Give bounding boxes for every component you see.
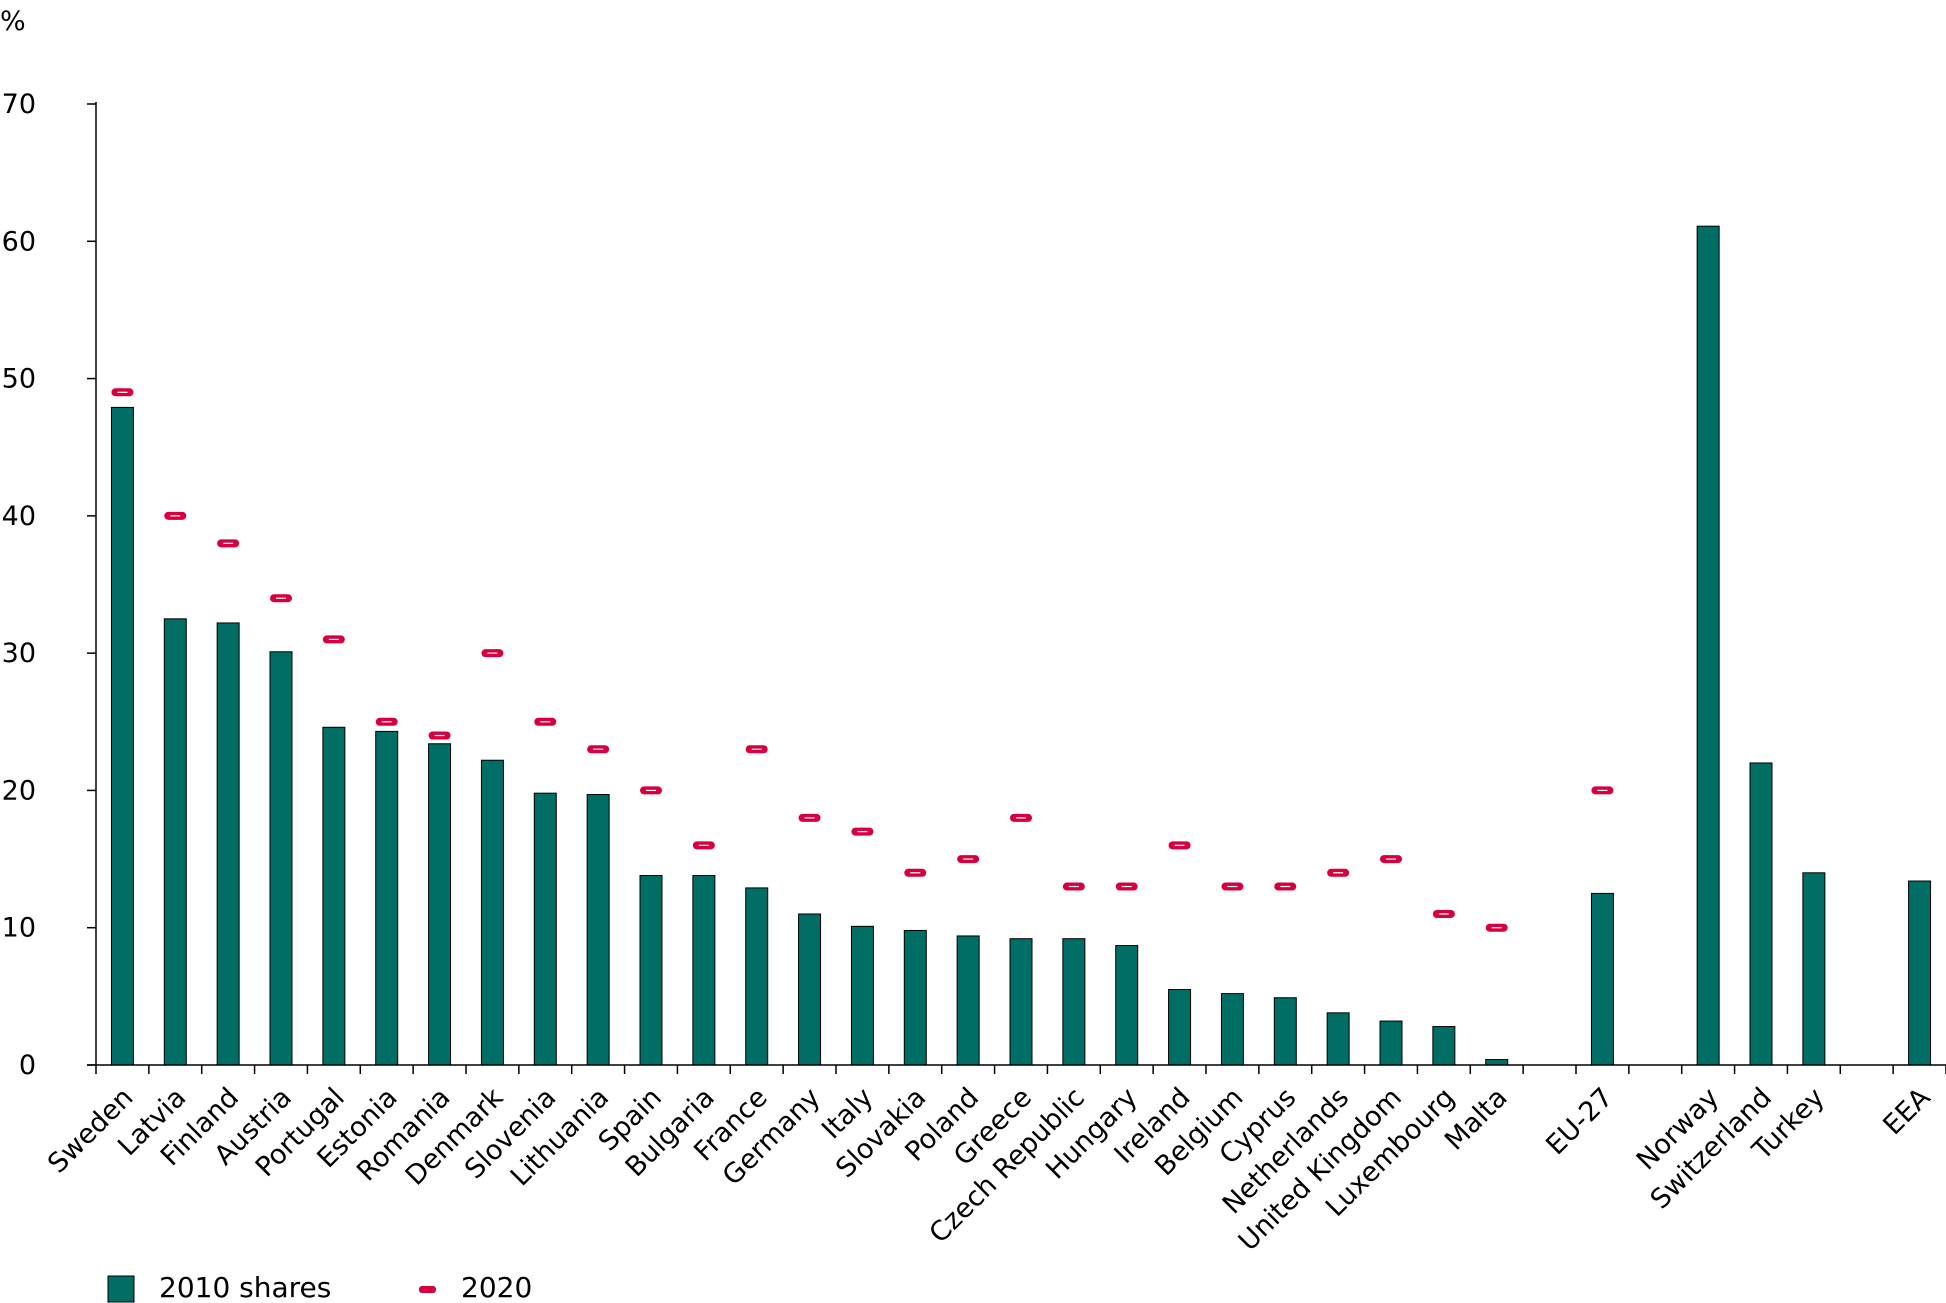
y-tick-label: 50	[2, 364, 36, 395]
y-tick-label: 70	[2, 89, 36, 120]
bar	[1802, 872, 1826, 1066]
bar	[480, 759, 504, 1066]
axes	[87, 102, 1946, 1074]
bar	[903, 929, 927, 1066]
legend: 2010 shares 2020	[107, 1271, 532, 1303]
category-label: EU-27	[1540, 1082, 1619, 1161]
bar	[269, 651, 293, 1066]
y-unit-label: %	[0, 6, 26, 37]
legend-label-bars: 2010 shares	[159, 1271, 331, 1303]
y-tick-label: 40	[2, 501, 36, 532]
bar	[850, 925, 874, 1066]
bar	[1379, 1020, 1403, 1066]
bar-series	[110, 225, 1932, 1066]
bar	[1062, 938, 1086, 1066]
bar	[1696, 225, 1720, 1066]
bar	[586, 794, 610, 1066]
category-label: Malta	[1439, 1082, 1514, 1157]
y-tick-label: 0	[19, 1050, 36, 1081]
y-tick-label: 60	[2, 226, 36, 257]
bar	[375, 730, 399, 1066]
bar	[956, 935, 980, 1066]
legend-swatch-marker	[419, 1286, 436, 1293]
bar	[163, 618, 187, 1066]
bar	[639, 875, 663, 1066]
bar	[1749, 762, 1773, 1066]
bar	[216, 622, 240, 1066]
category-labels: SwedenLatviaFinlandAustriaPortugalEstoni…	[42, 1082, 1937, 1258]
bar	[322, 726, 346, 1066]
bar	[798, 913, 822, 1066]
bar	[1220, 993, 1244, 1066]
bar	[1908, 880, 1932, 1066]
y-axis: 0 10 20 30 40 50 60 70	[2, 89, 96, 1081]
y-tick-label: 30	[2, 638, 36, 669]
bar	[1590, 892, 1614, 1066]
bar	[428, 743, 452, 1066]
category-label: EEA	[1877, 1082, 1936, 1141]
bar	[1009, 938, 1033, 1066]
bar	[1432, 1026, 1456, 1066]
bar	[110, 406, 134, 1066]
bar	[745, 887, 769, 1066]
bar	[1326, 1012, 1350, 1066]
marker-series	[111, 388, 1614, 932]
bar	[692, 875, 716, 1066]
y-tick-label: 10	[2, 913, 36, 944]
legend-label-markers: 2020	[461, 1271, 532, 1303]
bar	[533, 792, 557, 1066]
y-tick-label: 20	[2, 775, 36, 806]
bar	[1485, 1059, 1509, 1066]
bar	[1168, 988, 1192, 1066]
legend-swatch-bar	[107, 1275, 135, 1303]
bar	[1273, 997, 1297, 1066]
bar	[1115, 945, 1139, 1066]
